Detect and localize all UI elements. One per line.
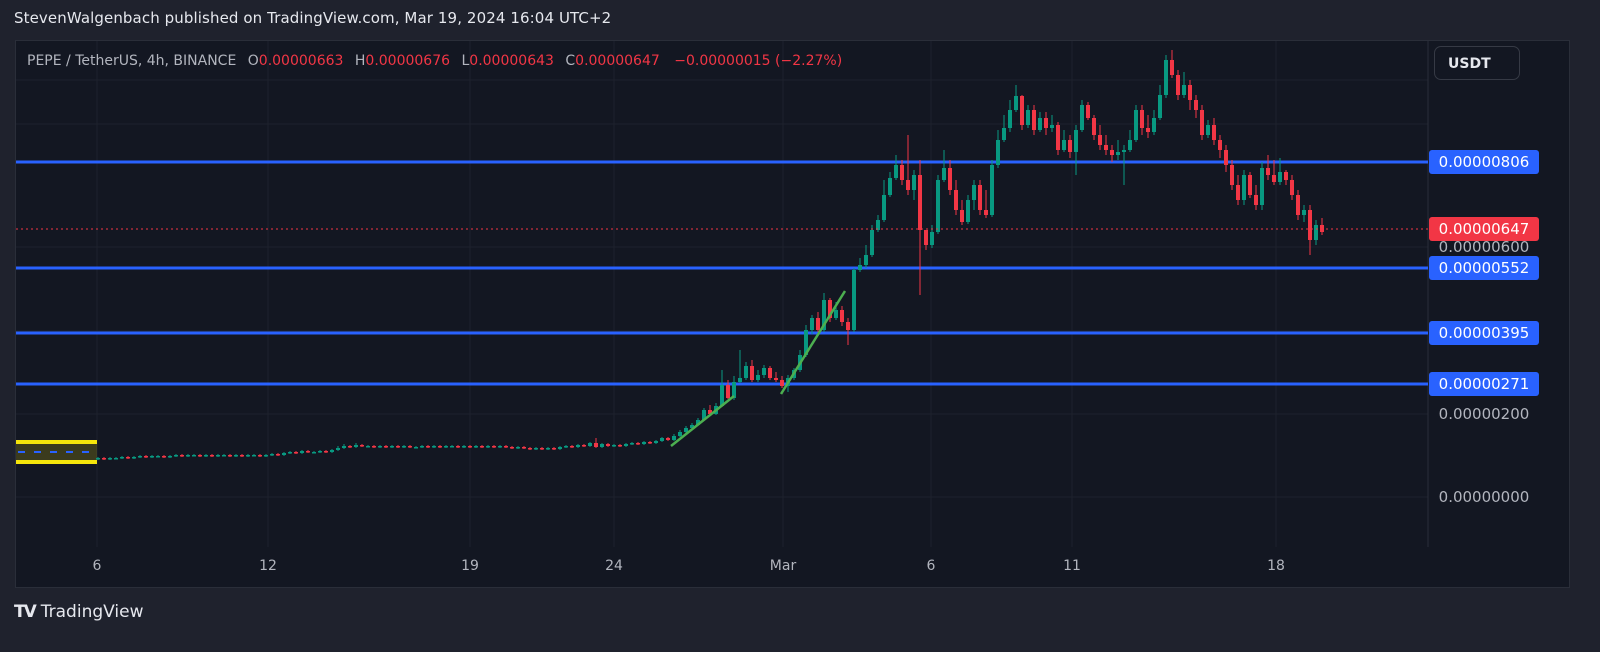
low-label: L: [461, 53, 470, 69]
open-label: O: [247, 53, 259, 69]
highlight-box: [16, 440, 97, 464]
grid-lines: [16, 41, 1429, 547]
brand-name: TradingView: [40, 602, 144, 622]
time-tick: 6: [926, 558, 936, 574]
symbol-title[interactable]: PEPE / TetherUS, 4h, BINANCE: [27, 53, 237, 69]
tradingview-brand[interactable]: TV TradingView: [14, 602, 143, 622]
currency-button[interactable]: USDT: [1434, 46, 1520, 80]
open-value: 0.00000663: [258, 53, 344, 69]
high-value: 0.00000676: [365, 53, 451, 69]
time-tick: Mar: [769, 558, 797, 574]
last-price-label: 0.00000647: [1429, 217, 1539, 241]
change-value: −0.00000015 (−2.27%): [674, 53, 843, 69]
level-price-label: 0.00000806: [1429, 150, 1539, 174]
high-label: H: [354, 53, 366, 69]
time-tick: 12: [259, 558, 277, 574]
close-label: C: [565, 53, 576, 69]
price-tick: 0.00000600: [1438, 238, 1530, 256]
low-value: 0.00000643: [469, 53, 554, 69]
price-tick: 0.00000200: [1438, 405, 1530, 423]
ohlc-legend: PEPE / TetherUS, 4h, BINANCE O0.00000663…: [27, 53, 842, 69]
close-value: 0.00000647: [575, 53, 660, 69]
trendlines: [670, 290, 847, 447]
time-tick: 11: [1063, 558, 1081, 574]
horizontal-levels: [16, 160, 1428, 386]
candlesticks: [96, 50, 1324, 460]
publisher-caption: StevenWalgenbach published on TradingVie…: [14, 9, 612, 27]
level-price-label: 0.00000552: [1429, 256, 1539, 280]
tradingview-logo-icon: TV: [14, 602, 37, 622]
time-tick: 6: [92, 558, 102, 574]
level-price-label: 0.00000395: [1429, 321, 1539, 345]
time-tick: 19: [461, 558, 479, 574]
price-tick: 0.00000000: [1438, 488, 1530, 506]
time-tick: 24: [605, 558, 623, 574]
time-tick: 18: [1267, 558, 1285, 574]
level-price-label: 0.00000271: [1429, 372, 1539, 396]
